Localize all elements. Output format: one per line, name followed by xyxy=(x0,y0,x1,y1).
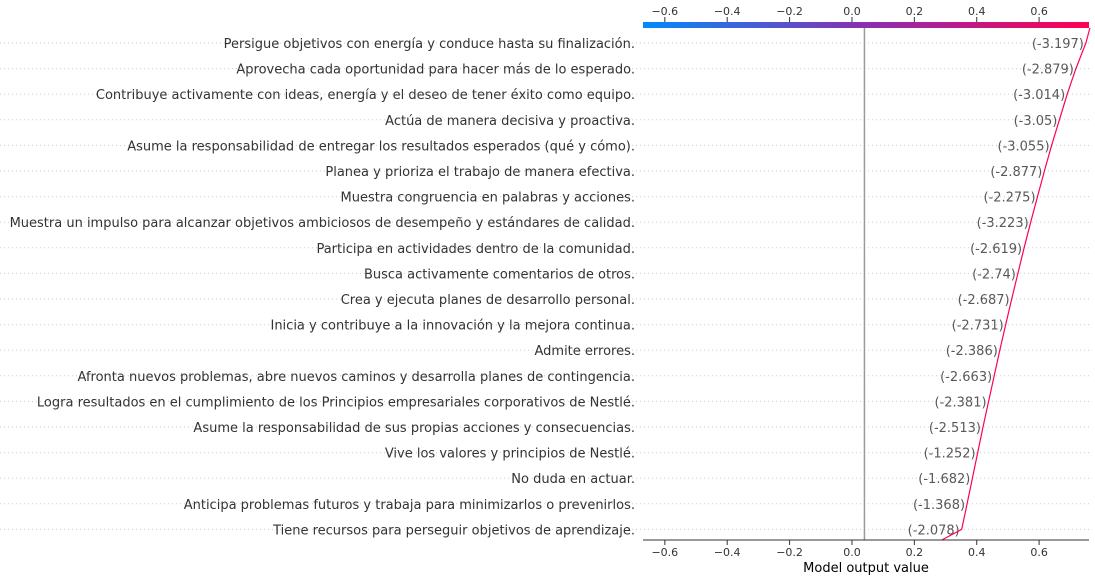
feature-value-label: (-3.014) xyxy=(1013,88,1065,103)
top-tick-label: 0.0 xyxy=(843,5,861,18)
feature-label: Participa en actividades dentro de la co… xyxy=(316,242,635,257)
feature-label: Busca activamente comentarios de otros. xyxy=(364,267,635,282)
feature-label: Inicia y contribuye a la innovación y la… xyxy=(270,319,635,334)
feature-value-label: (-1.252) xyxy=(924,447,976,462)
top-tick-label: −0.4 xyxy=(714,5,741,18)
feature-label: Asume la responsabilidad de entregar los… xyxy=(127,139,635,154)
feature-value-label: (-1.682) xyxy=(918,472,970,487)
feature-value-label: (-1.368) xyxy=(913,498,965,513)
feature-label: Anticipa problemas futuros y trabaja par… xyxy=(184,498,635,513)
x-axis-label: Model output value xyxy=(803,561,929,576)
top-tick-label: 0.2 xyxy=(906,5,924,18)
feature-label: Aprovecha cada oportunidad para hacer má… xyxy=(236,63,635,78)
feature-value-label: (-2.663) xyxy=(940,370,992,385)
feature-label: Admite errores. xyxy=(534,344,635,359)
feature-label: Crea y ejecuta planes de desarrollo pers… xyxy=(341,293,635,308)
bottom-tick-label: 0.4 xyxy=(968,546,986,559)
feature-label: Logra resultados en el cumplimiento de l… xyxy=(37,395,635,410)
bottom-tick-label: 0.6 xyxy=(1030,546,1048,559)
feature-label: Planea y prioriza el trabajo de manera e… xyxy=(325,165,635,180)
feature-label: Contribuye activamente con ideas, energí… xyxy=(96,88,635,103)
feature-value-label: (-3.197) xyxy=(1032,37,1084,52)
feature-label: Muestra congruencia en palabras y accion… xyxy=(341,191,635,206)
colorbar xyxy=(643,22,1089,28)
feature-label: Actúa de manera decisiva y proactiva. xyxy=(385,114,635,129)
bottom-tick-label: −0.4 xyxy=(714,546,741,559)
feature-value-label: (-2.275) xyxy=(983,191,1035,206)
bottom-tick-label: 0.2 xyxy=(906,546,924,559)
feature-value-label: (-2.74) xyxy=(972,267,1016,282)
feature-label: Vive los valores y principios de Nestlé. xyxy=(385,447,635,462)
top-tick-label: −0.2 xyxy=(776,5,803,18)
bottom-tick-label: −0.2 xyxy=(776,546,803,559)
bottom-tick-label: −0.6 xyxy=(651,546,678,559)
feature-value-label: (-2.619) xyxy=(970,242,1022,257)
feature-label: Persigue objetivos con energía y conduce… xyxy=(224,37,635,52)
feature-label: Muestra un impulso para alcanzar objetiv… xyxy=(10,216,635,231)
bottom-tick-label: 0.0 xyxy=(843,546,861,559)
feature-label: Asume la responsabilidad de sus propias … xyxy=(193,421,635,436)
feature-value-label: (-2.386) xyxy=(946,344,998,359)
feature-label: Afronta nuevos problemas, abre nuevos ca… xyxy=(78,370,635,385)
top-tick-label: 0.4 xyxy=(968,5,986,18)
feature-value-label: (-2.381) xyxy=(935,395,987,410)
top-tick-label: −0.6 xyxy=(651,5,678,18)
top-tick-label: 0.6 xyxy=(1030,5,1048,18)
feature-label: No duda en actuar. xyxy=(511,472,635,487)
feature-value-label: (-2.731) xyxy=(952,319,1004,334)
feature-label: Tiene recursos para perseguir objetivos … xyxy=(272,523,635,538)
feature-value-label: (-2.687) xyxy=(958,293,1010,308)
feature-value-label: (-3.055) xyxy=(998,139,1050,154)
feature-value-label: (-2.877) xyxy=(990,165,1042,180)
feature-value-label: (-2.513) xyxy=(929,421,981,436)
decision-line xyxy=(941,27,1091,541)
feature-value-label: (-3.223) xyxy=(977,216,1029,231)
feature-value-label: (-2.879) xyxy=(1022,63,1074,78)
feature-value-label: (-3.05) xyxy=(1014,114,1058,129)
feature-value-label: (-2.078) xyxy=(908,523,960,538)
